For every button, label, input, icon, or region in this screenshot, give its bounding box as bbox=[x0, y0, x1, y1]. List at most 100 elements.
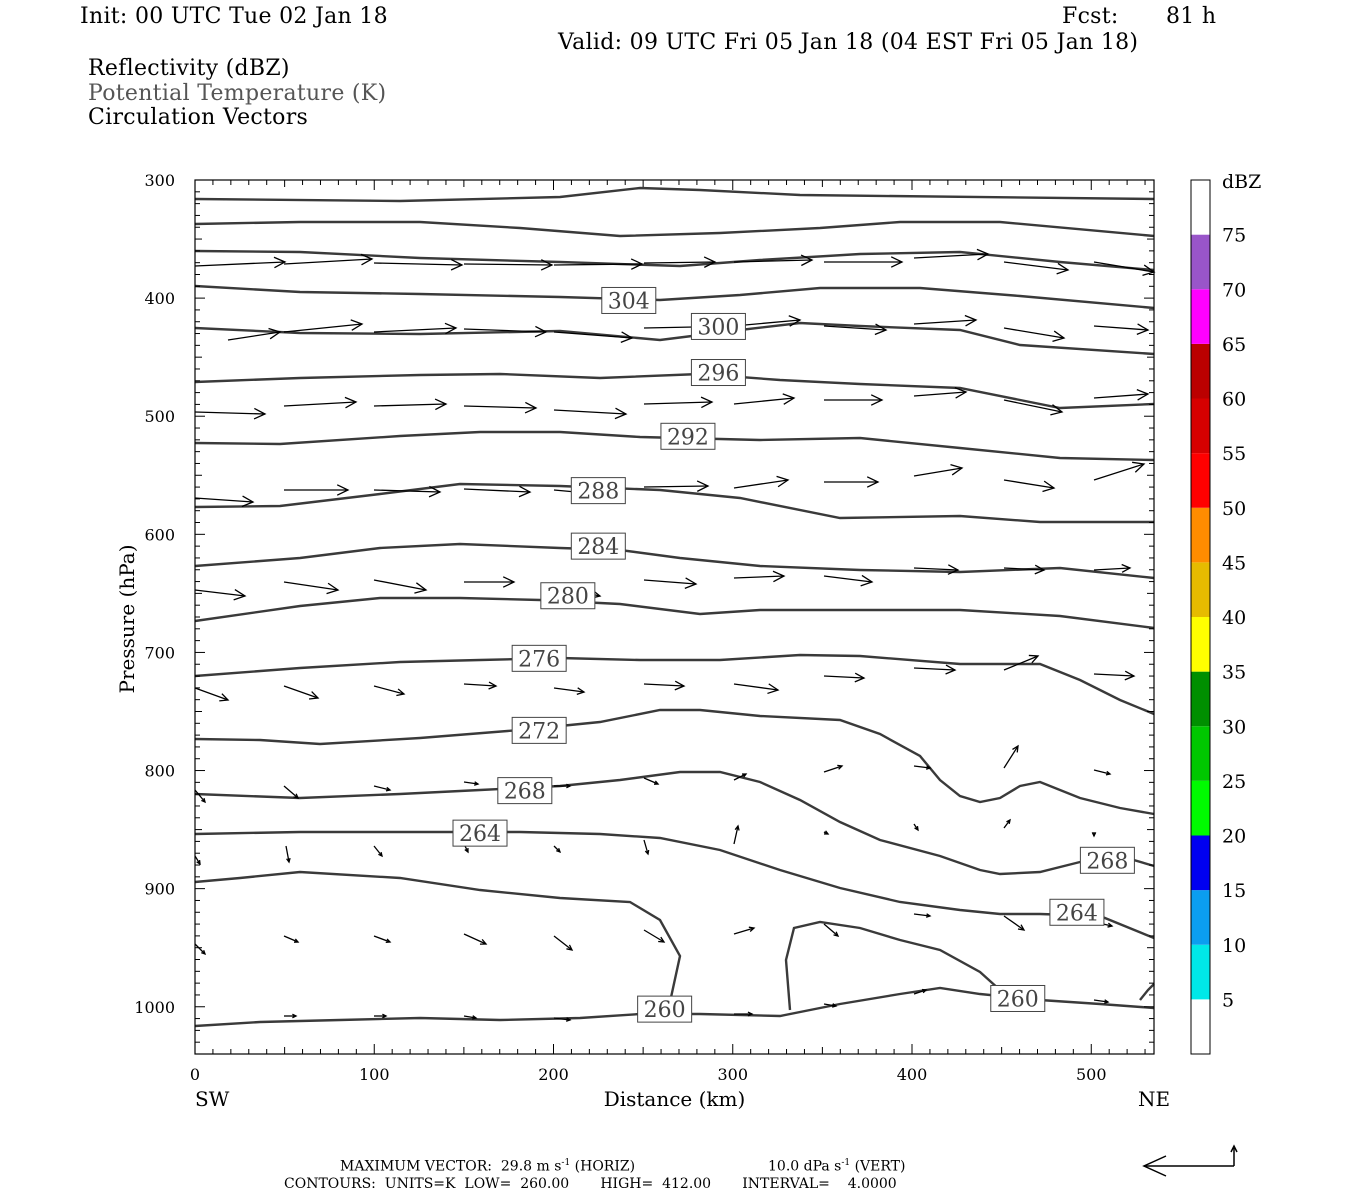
circulation-vector bbox=[643, 929, 666, 943]
field-potential-temperature: Potential Temperature (K) bbox=[88, 81, 387, 106]
circulation-vector bbox=[463, 325, 548, 338]
colorbar-segment bbox=[1191, 180, 1210, 235]
svg-text:304: 304 bbox=[608, 289, 650, 314]
circulation-vector bbox=[1003, 261, 1070, 275]
circulation-vector bbox=[824, 476, 880, 488]
circulation-vector bbox=[283, 785, 300, 799]
svg-text:260: 260 bbox=[997, 987, 1039, 1012]
y-tick-label: 1000 bbox=[134, 998, 175, 1017]
circulation-vector bbox=[194, 495, 255, 508]
circulation-vector bbox=[1093, 461, 1146, 481]
circulation-vector bbox=[283, 581, 340, 595]
circulation-vector bbox=[1091, 832, 1097, 838]
circulation-vector bbox=[1093, 323, 1150, 336]
circulation-vector bbox=[733, 773, 748, 781]
y-tick-label: 600 bbox=[144, 525, 175, 544]
circulation-vector bbox=[733, 926, 756, 935]
colorbar-label: 10 bbox=[1222, 935, 1246, 957]
circulation-vector bbox=[1003, 744, 1019, 769]
circulation-vector bbox=[913, 387, 968, 399]
circulation-vector bbox=[913, 464, 964, 477]
colorbar-label: 50 bbox=[1222, 498, 1246, 520]
circulation-vector bbox=[733, 393, 796, 405]
circulation-vector bbox=[1093, 388, 1150, 401]
circulation-vector bbox=[1003, 654, 1040, 671]
circulation-vector bbox=[373, 258, 464, 271]
circulation-vector bbox=[733, 824, 740, 845]
colorbar-segment bbox=[1191, 234, 1210, 290]
circulation-vector bbox=[194, 407, 267, 420]
colorbar-label: 15 bbox=[1222, 880, 1246, 902]
svg-text:292: 292 bbox=[667, 425, 709, 450]
contour-label: 276 bbox=[511, 644, 567, 672]
y-tick-label: 300 bbox=[144, 171, 175, 190]
circulation-vector bbox=[823, 1003, 838, 1008]
colorbar-segment bbox=[1191, 507, 1210, 563]
svg-text:260: 260 bbox=[644, 998, 686, 1023]
reference-vector-head bbox=[1142, 1155, 1167, 1177]
circulation-vector bbox=[733, 570, 786, 583]
circulation-vector bbox=[284, 1013, 298, 1019]
circulation-vector bbox=[643, 480, 710, 492]
colorbar-segment bbox=[1191, 617, 1210, 672]
circulation-vector bbox=[194, 687, 230, 702]
contour-labels: 3043002962922882842802762722682642682642… bbox=[452, 286, 1135, 1023]
contour-label: 272 bbox=[511, 716, 567, 744]
circulation-vector bbox=[373, 322, 458, 335]
circulation-vector bbox=[554, 783, 572, 789]
circulation-vector bbox=[553, 687, 586, 695]
colorbar-segment bbox=[1191, 289, 1210, 344]
theta-contour-line bbox=[1139, 983, 1155, 1001]
svg-text:280: 280 bbox=[547, 585, 589, 610]
reference-vector-vert-head bbox=[1230, 1144, 1238, 1153]
circulation-vector bbox=[913, 664, 957, 675]
contour-label: 300 bbox=[690, 312, 746, 340]
svg-text:264: 264 bbox=[1056, 901, 1098, 926]
circulation-vector bbox=[553, 407, 628, 420]
circulation-vector bbox=[823, 574, 874, 587]
circulation-vector bbox=[1093, 670, 1136, 681]
theta-contour-line bbox=[194, 653, 1155, 716]
circulation-vector bbox=[1003, 818, 1011, 829]
circulation-vector bbox=[194, 256, 287, 269]
circulation-vector bbox=[643, 577, 698, 589]
circulation-vector bbox=[733, 254, 814, 267]
circulation-vector bbox=[283, 319, 364, 333]
y-tick-label: 900 bbox=[144, 880, 175, 899]
circulation-vector bbox=[373, 579, 428, 594]
contour-label: 268 bbox=[1079, 846, 1135, 874]
circulation-vector bbox=[643, 256, 717, 268]
contour-label: 264 bbox=[1049, 898, 1105, 926]
circulation-vector bbox=[1003, 915, 1026, 931]
circulation-vector bbox=[463, 781, 480, 786]
circulation-vector bbox=[194, 943, 207, 956]
theta-contour-line bbox=[194, 249, 1155, 272]
field-circulation-vectors: Circulation Vectors bbox=[88, 105, 309, 130]
theta-contour-line bbox=[194, 284, 1155, 310]
colorbar-label: 70 bbox=[1222, 279, 1246, 301]
x-tick-label: 200 bbox=[538, 1065, 569, 1084]
colorbar-segment bbox=[1191, 890, 1210, 945]
reference-vector-arrow bbox=[1142, 1144, 1238, 1177]
contour-label: 260 bbox=[990, 984, 1046, 1012]
colorbar-segment bbox=[1191, 453, 1210, 508]
circulation-vector bbox=[283, 253, 374, 266]
max-vector-text: MAXIMUM VECTOR: 29.8 m s-1 (HORIZ) bbox=[340, 1158, 636, 1175]
x-axis-label: Distance (km) bbox=[604, 1087, 746, 1111]
y-tick-label: 500 bbox=[144, 407, 175, 426]
contour-label: 264 bbox=[452, 819, 508, 847]
svg-text:264: 264 bbox=[459, 822, 501, 847]
circulation-vector bbox=[1093, 999, 1110, 1004]
contour-label: 280 bbox=[540, 582, 596, 610]
forecast-hours: 81 h bbox=[1166, 4, 1217, 29]
circulation-vector bbox=[373, 685, 406, 697]
init-time: Init: 00 UTC Tue 02 Jan 18 bbox=[80, 4, 388, 29]
circulation-vector bbox=[643, 777, 660, 785]
y-axis-label: Pressure (hPa) bbox=[115, 545, 139, 694]
y-tick-label: 800 bbox=[144, 762, 175, 781]
y-tick-label: 400 bbox=[144, 289, 175, 308]
circulation-vector bbox=[463, 681, 498, 690]
theta-contour-line bbox=[194, 870, 682, 1003]
x-tick-label: 500 bbox=[1076, 1065, 1107, 1084]
theta-contour-line bbox=[194, 708, 1155, 816]
